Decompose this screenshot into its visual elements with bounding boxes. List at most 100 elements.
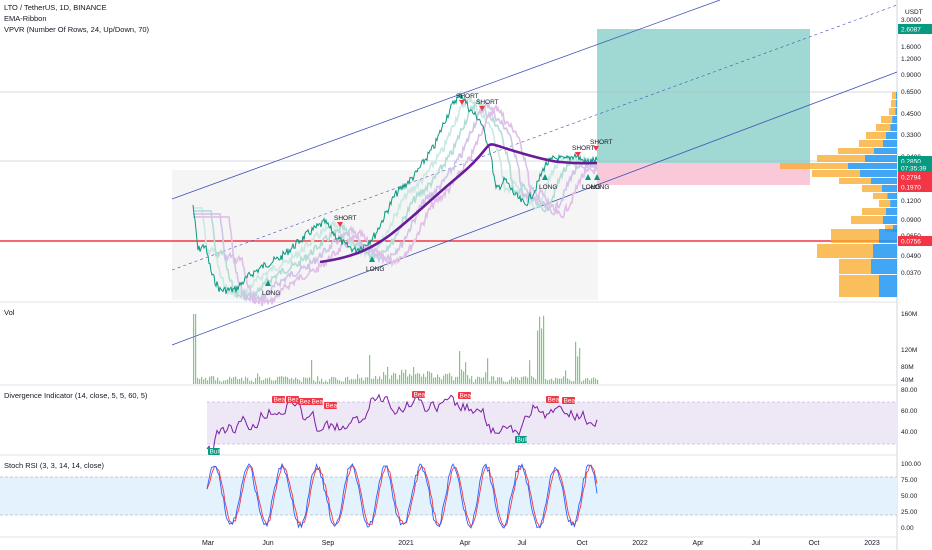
volume-bar: [509, 379, 511, 384]
volume-bar: [581, 381, 583, 384]
volume-profile-bar-down: [839, 259, 871, 274]
volume-profile-bar-up: [873, 244, 897, 258]
price-line[interactable]: [192, 92, 598, 295]
volume-bar: [287, 377, 289, 384]
bear-label: Bear: [414, 392, 429, 399]
volume-bar: [347, 376, 349, 384]
symbol-title[interactable]: LTO / TetherUS, 1D, BINANCE: [4, 3, 107, 12]
volume-profile-bar-up: [871, 178, 897, 184]
price-badge[interactable]: [898, 182, 932, 192]
volume-bar: [379, 376, 381, 384]
volume-bar: [443, 375, 445, 384]
volume-bar: [569, 379, 571, 384]
stop-zone: [597, 163, 810, 185]
volume-bar: [257, 373, 259, 384]
volume-bar: [361, 377, 363, 384]
long-marker: [265, 280, 271, 286]
volume-bar: [281, 375, 283, 384]
volume-bar: [515, 376, 517, 384]
volume-bar: [345, 377, 347, 384]
volume-bar: [193, 314, 195, 384]
volume-bar: [489, 381, 491, 384]
short-marker: [593, 146, 599, 151]
volume-bar: [563, 376, 565, 384]
volume-profile-bar-down: [881, 116, 893, 123]
long-marker: [585, 174, 591, 180]
price-badge-label: 0.1970: [901, 185, 921, 192]
price-badge[interactable]: [898, 236, 932, 246]
volume-bar: [265, 378, 267, 384]
volume-bar: [545, 379, 547, 384]
volume-bar: [501, 377, 503, 384]
price-badge[interactable]: [898, 156, 932, 166]
volume-bar: [377, 378, 379, 384]
volume-bar: [437, 374, 439, 384]
long-marker: [542, 174, 548, 180]
volume-bar: [261, 380, 263, 384]
volume-bar: [571, 381, 573, 384]
volume-profile-bar-up: [865, 155, 897, 162]
volume-bar: [241, 377, 243, 384]
divergence-pane-title[interactable]: Divergence Indicator (14, close, 5, 5, 6…: [4, 391, 148, 400]
rsi-tick-label: 60.00: [901, 408, 918, 415]
volume-bar: [325, 380, 327, 384]
volume-bar: [209, 376, 211, 384]
rsi-tick-label: 40.00: [901, 429, 918, 436]
volume-bar: [395, 373, 397, 384]
volume-profile-bar-up: [887, 193, 897, 199]
short-marker: [459, 100, 465, 105]
volume-bar: [285, 376, 287, 384]
ema-ribbon-legend[interactable]: EMA-Ribbon: [4, 14, 47, 23]
short-label: SHORT: [572, 145, 595, 152]
volume-bar: [417, 373, 419, 384]
price-badge[interactable]: [898, 24, 932, 34]
volume-bar: [461, 369, 463, 384]
volume-bar: [587, 378, 589, 384]
volume-bar: [225, 380, 227, 384]
price-badge[interactable]: [898, 163, 932, 173]
volume-bar: [319, 381, 321, 384]
volume-bar: [499, 377, 501, 384]
volume-bar: [217, 377, 219, 384]
volume-bar: [339, 380, 341, 384]
price-badge[interactable]: [898, 172, 932, 182]
volume-bar: [289, 379, 291, 384]
long-marker: [369, 256, 375, 262]
volume-profile-bar-down: [839, 178, 871, 184]
volume-bar: [363, 380, 365, 384]
volume-bar: [447, 374, 449, 384]
volume-bar: [551, 378, 553, 384]
stoch-rsi-pane-title[interactable]: Stoch RSI (3, 3, 14, 14, close): [4, 461, 105, 470]
volume-profile-bar-up: [886, 132, 897, 139]
volume-profile-bar-down: [859, 140, 883, 147]
volume-bar: [517, 377, 519, 384]
ema-slow-line: [319, 143, 598, 264]
volume-profile-bar-up: [893, 225, 897, 232]
volume-tick-label: 80M: [901, 364, 914, 371]
rsi-band: [207, 402, 897, 444]
volume-bar: [375, 376, 377, 384]
volume-bar: [221, 381, 223, 384]
ema-ribbon-band: [193, 100, 598, 304]
time-axis-label: 2022: [632, 540, 648, 547]
vpvr-legend[interactable]: VPVR (Number Of Rows, 24, Up/Down, 70): [4, 25, 150, 34]
volume-bar: [223, 380, 225, 384]
volume-bar: [381, 379, 383, 384]
short-marker: [575, 152, 581, 157]
volume-bar: [301, 381, 303, 384]
bull-badge: [515, 436, 527, 443]
target-zone: [597, 29, 810, 163]
volume-bar: [291, 378, 293, 384]
long-label: LONG: [582, 184, 600, 191]
volume-bar: [473, 381, 475, 384]
price-tick-label: 0.6500: [901, 89, 921, 96]
price-badge-label: 07:35:39: [901, 166, 927, 173]
volume-bar: [335, 377, 337, 384]
volume-profile-bar-down: [885, 225, 893, 232]
volume-bar: [205, 377, 207, 384]
volume-bar: [233, 377, 235, 384]
volume-pane-title[interactable]: Vol: [4, 308, 15, 317]
volume-tick-label: 160M: [901, 311, 917, 318]
volume-bar: [513, 379, 515, 384]
